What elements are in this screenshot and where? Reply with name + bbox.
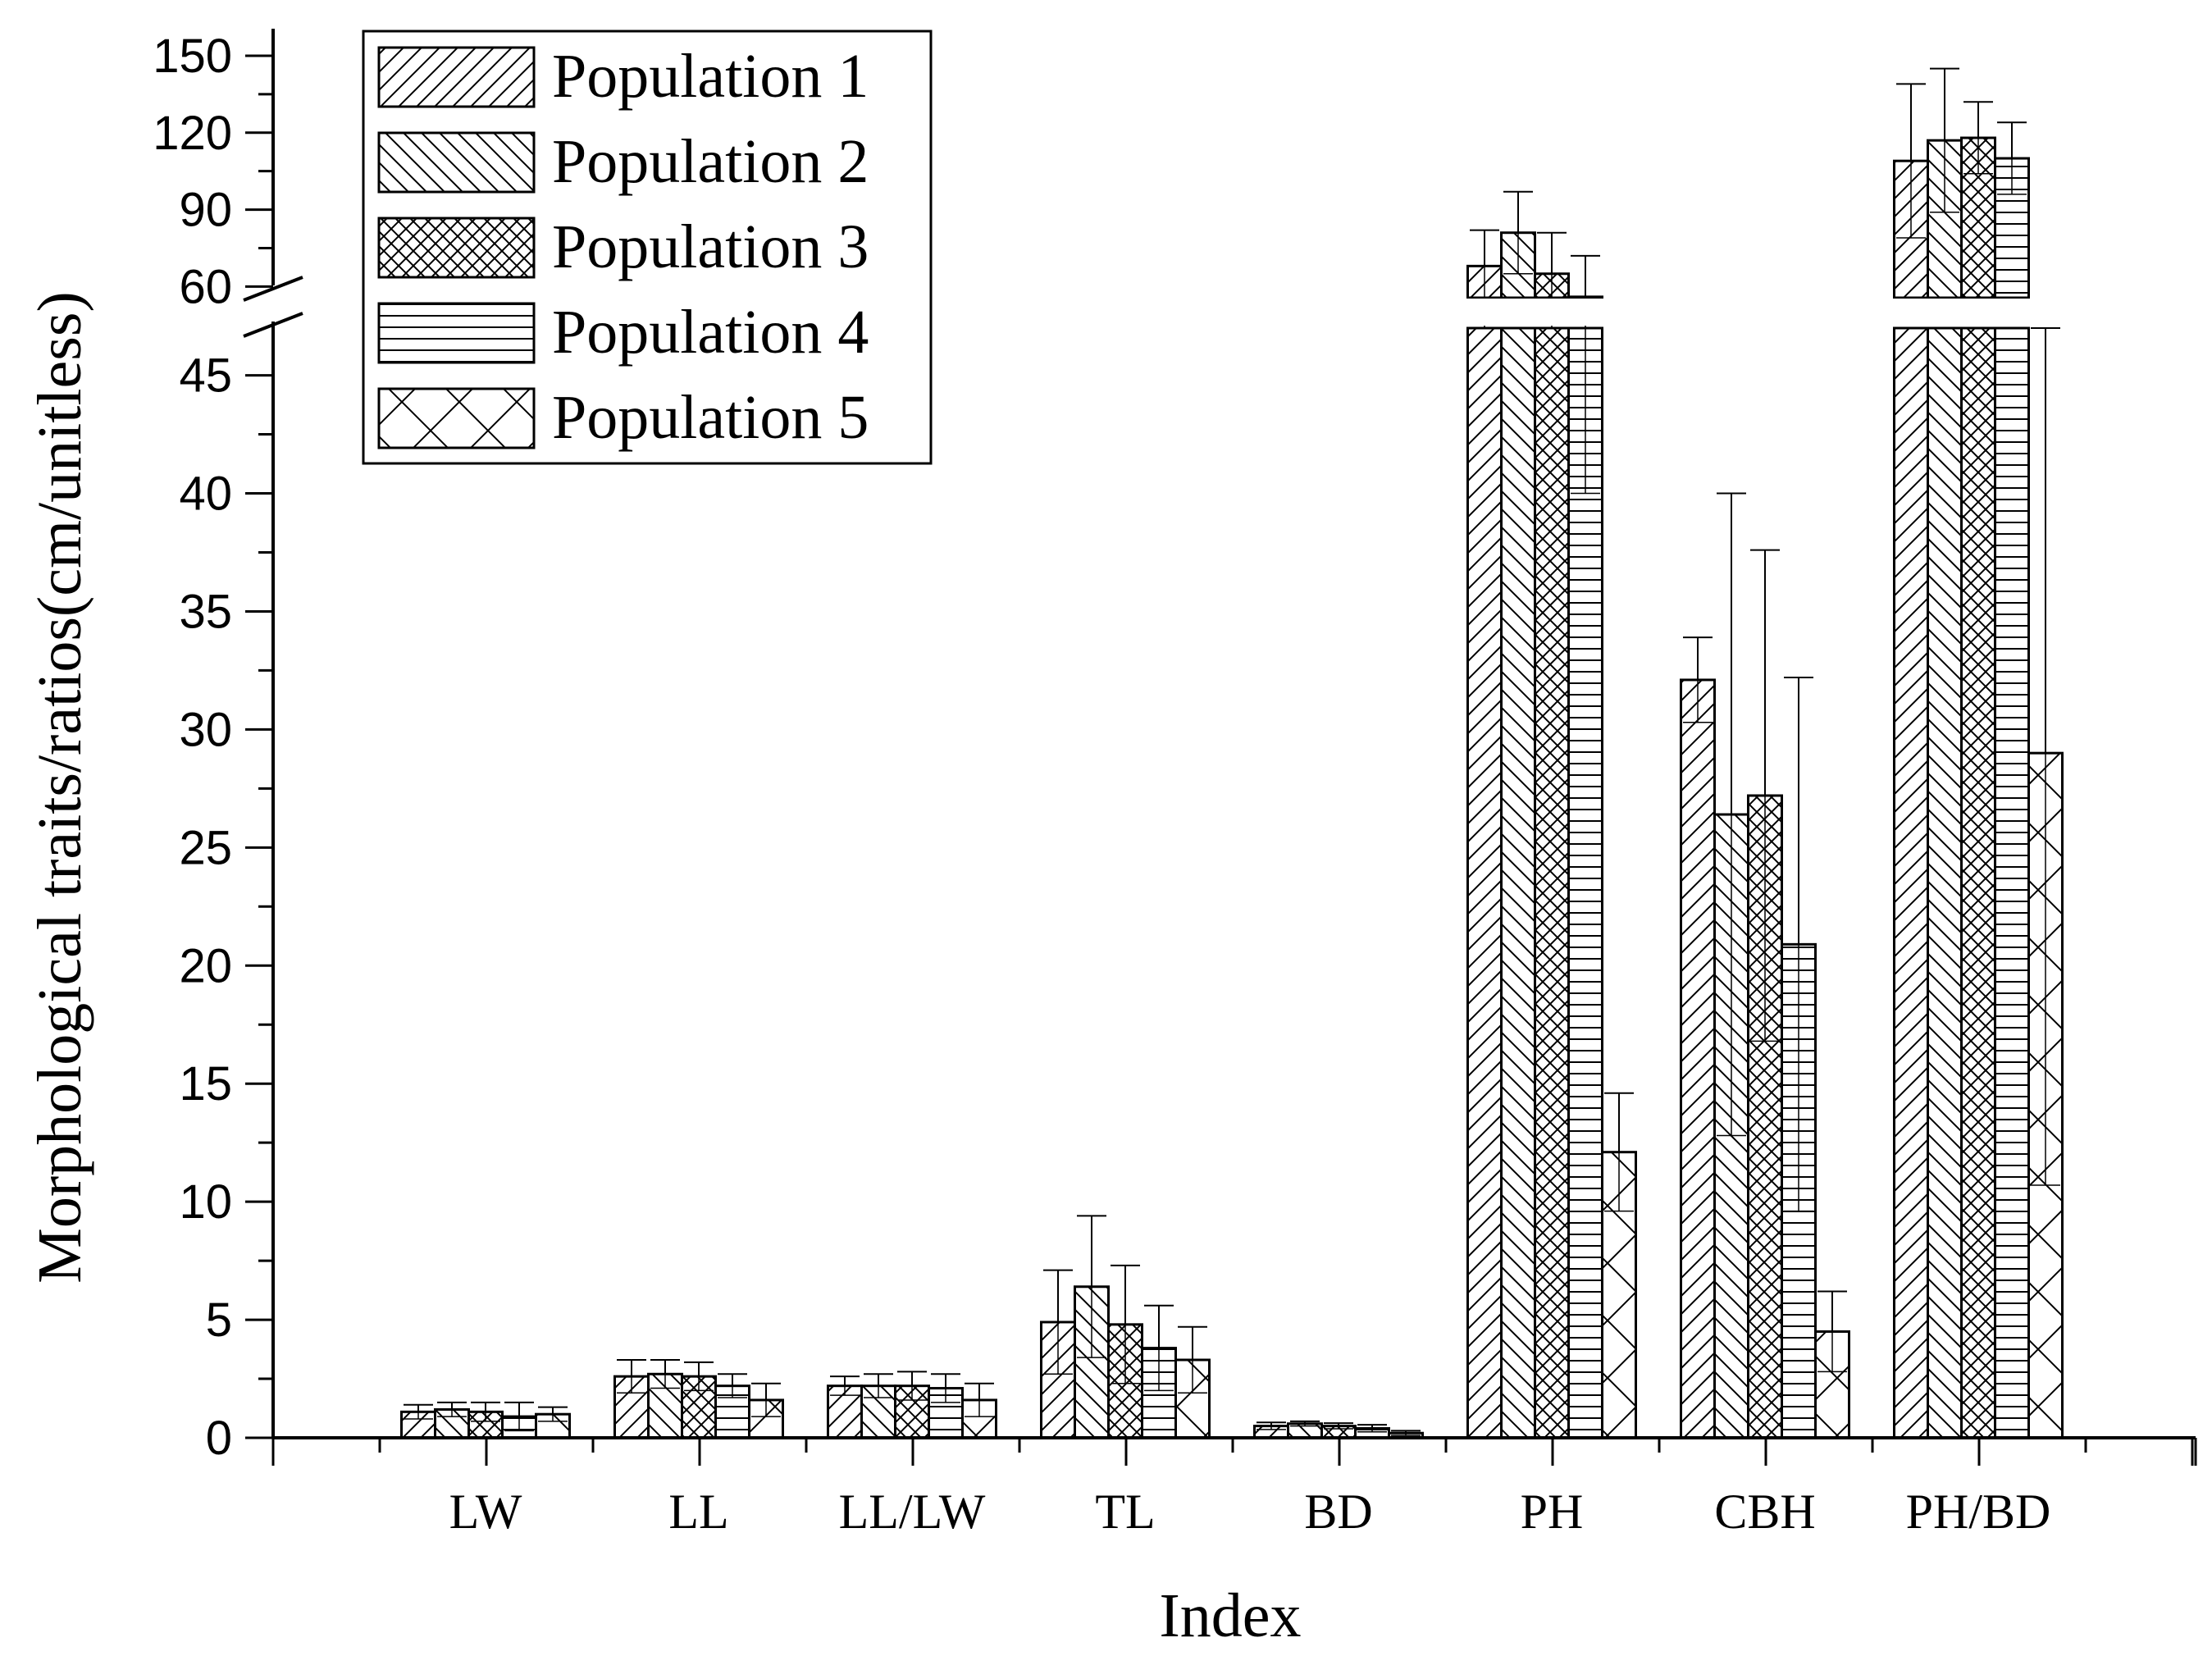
bar-lower — [1567, 326, 1603, 1439]
y-axis-break — [243, 276, 303, 338]
bar-ll-lw-series-3 — [894, 1371, 930, 1439]
legend-item: Population 5 — [377, 383, 869, 452]
bar-ph-bd-series-4 — [1994, 121, 2030, 1439]
bar-ll-series-5 — [748, 1382, 784, 1439]
bar-lower — [1927, 326, 1963, 1439]
bar-tl-series-1 — [1040, 1269, 1076, 1439]
y-tick-label: 150 — [153, 30, 232, 83]
bar-lower — [1534, 326, 1570, 1439]
x-tick-label: PH/BD — [1906, 1485, 2051, 1539]
bar-lower — [1466, 326, 1503, 1439]
y-tick-label: 30 — [179, 703, 232, 756]
y-tick-label: 15 — [179, 1057, 232, 1111]
legend-label: Population 1 — [552, 42, 869, 111]
bar-cbh-series-4 — [1781, 677, 1817, 1439]
y-tick-label: 40 — [179, 468, 232, 521]
bar — [1680, 678, 1716, 1439]
bar-ll-lw-series-5 — [961, 1382, 997, 1439]
bar-bd-series-4 — [1354, 1424, 1390, 1439]
y-tick-label: 90 — [179, 184, 232, 237]
y-tick-label: 10 — [179, 1175, 232, 1229]
legend-label: Population 2 — [552, 127, 869, 196]
y-tick-label: 45 — [179, 349, 232, 403]
legend: Population 1 Population 2 Population 3 Popu… — [362, 30, 933, 465]
bar-ll-series-2 — [647, 1359, 683, 1439]
bar-ph-bd-series-1 — [1893, 83, 1929, 1439]
bar-cbh-series-1 — [1680, 636, 1716, 1439]
bar-lw-series-4 — [501, 1401, 537, 1439]
bar-lw-series-5 — [535, 1406, 571, 1439]
legend-swatch — [377, 302, 536, 364]
bar-cbh-series-5 — [1814, 1290, 1850, 1439]
break-mark — [243, 276, 303, 302]
legend-swatch — [377, 217, 536, 279]
bar-ph-series-2 — [1500, 190, 1536, 1439]
x-tick-label: PH — [1521, 1485, 1584, 1539]
legend-item: Population 2 — [377, 127, 869, 196]
bar-ph-series-5 — [1601, 1092, 1637, 1439]
x-tick-label: CBH — [1714, 1485, 1815, 1539]
break-mark — [243, 312, 303, 338]
bar-bd-series-3 — [1320, 1422, 1357, 1439]
bar-ph-series-3 — [1534, 231, 1570, 1439]
y-tick-label: 35 — [179, 585, 232, 638]
bar-tl-series-2 — [1074, 1215, 1110, 1439]
bar-tl-series-5 — [1174, 1325, 1211, 1439]
bar-bd-series-2 — [1287, 1420, 1323, 1439]
bar-ll-lw-series-1 — [827, 1375, 863, 1439]
bar-lw-series-3 — [467, 1401, 504, 1439]
y-tick-label: 60 — [179, 260, 232, 313]
bar-cbh-series-3 — [1747, 549, 1783, 1439]
bar-bd-series-1 — [1253, 1421, 1289, 1439]
y-axis-title: Morphological traits/ratios(cm/unitless) — [25, 291, 94, 1283]
x-tick-label: LL — [668, 1485, 728, 1539]
legend-swatch — [377, 131, 536, 194]
bar-tl-series-4 — [1141, 1304, 1177, 1439]
bar-lower — [1893, 326, 1929, 1439]
x-axis-title: Index — [1159, 1581, 1301, 1650]
legend-item: Population 3 — [377, 212, 869, 281]
bar-ll-series-4 — [714, 1373, 750, 1439]
legend-label: Population 3 — [552, 212, 869, 281]
axes: LW LL LL/LW TL BD PH CBH PH/BD 0 5 10 15 20 25 30 35 40 4… — [153, 29, 2197, 1539]
y-tick-label: 25 — [179, 821, 232, 874]
y-tick-label: 20 — [179, 939, 232, 992]
x-tick-label: LW — [449, 1485, 522, 1539]
legend-label: Population 5 — [552, 383, 869, 452]
legend-swatch — [377, 387, 536, 449]
bar-ll-lw-series-4 — [928, 1373, 964, 1439]
y-tick-label: 0 — [206, 1412, 232, 1465]
y-tick-label: 5 — [206, 1293, 232, 1347]
bar-ll-series-1 — [613, 1359, 650, 1439]
bar-lower — [1500, 326, 1536, 1439]
bar-lower — [1994, 326, 2030, 1439]
x-tick-label: BD — [1304, 1485, 1372, 1539]
legend-swatch — [377, 46, 536, 108]
bar-ph-bd-series-5 — [2027, 327, 2064, 1439]
bar-ph-series-1 — [1466, 229, 1503, 1439]
y-tick-label: 120 — [153, 107, 232, 160]
bar-ph-series-4 — [1567, 254, 1603, 1439]
bar-tl-series-3 — [1107, 1264, 1143, 1439]
bar-lower — [1960, 326, 1996, 1439]
bar-lw-series-2 — [434, 1401, 470, 1439]
bar-ll-lw-series-2 — [860, 1373, 896, 1439]
legend-item: Population 1 — [377, 42, 869, 111]
legend-label: Population 4 — [552, 298, 869, 367]
bar-ph-bd-series-2 — [1927, 67, 1963, 1439]
x-tick-label: LL/LW — [839, 1485, 986, 1539]
legend-item: Population 4 — [377, 298, 869, 367]
bar-lw-series-1 — [400, 1403, 436, 1439]
bar-ll-series-3 — [681, 1361, 717, 1439]
x-tick-label: TL — [1095, 1485, 1155, 1539]
bar-cbh-series-2 — [1713, 492, 1749, 1439]
